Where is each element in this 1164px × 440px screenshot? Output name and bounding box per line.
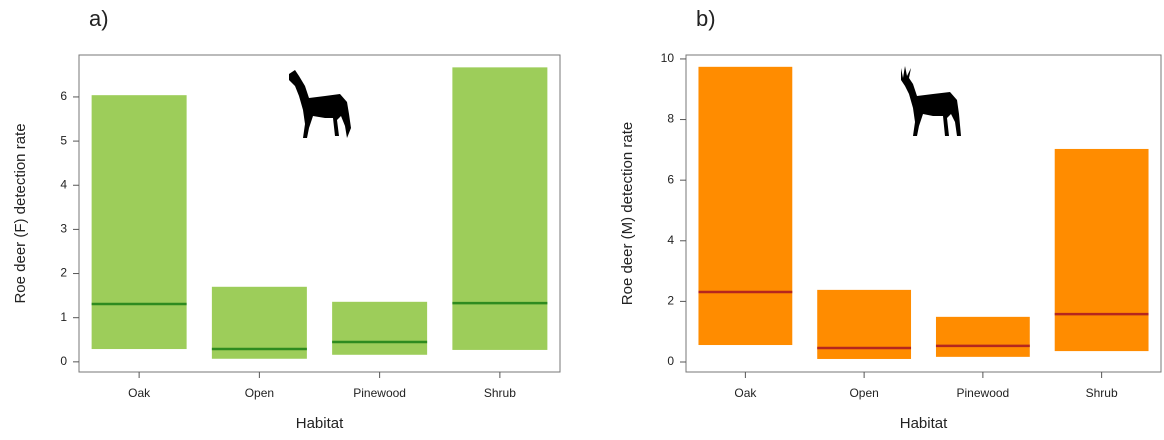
y-axis-title: Roe deer (F) detection rate <box>12 123 29 303</box>
x-tick-label: Open <box>849 386 878 400</box>
x-tick-label: Oak <box>128 386 151 400</box>
y-tick-label: 0 <box>667 354 674 368</box>
range-bar <box>452 67 547 350</box>
y-tick-label: 0 <box>60 354 67 368</box>
x-tick-label: Open <box>245 386 274 400</box>
deer-icon-male <box>901 66 961 136</box>
y-tick-label: 3 <box>60 222 67 236</box>
y-tick-label: 1 <box>60 310 67 324</box>
y-tick-label: 5 <box>60 133 67 147</box>
range-bar <box>92 95 187 349</box>
range-bar <box>936 317 1030 357</box>
x-tick-label: Oak <box>734 386 757 400</box>
range-bar <box>698 67 792 345</box>
y-tick-label: 2 <box>60 266 67 280</box>
deer-icon-female <box>289 70 351 138</box>
y-tick-label: 4 <box>60 177 67 191</box>
panel-label: b) <box>696 6 716 31</box>
x-tick-label: Pinewood <box>353 386 406 400</box>
x-tick-label: Pinewood <box>957 386 1010 400</box>
y-tick-label: 2 <box>667 294 674 308</box>
range-bar <box>332 302 427 355</box>
chart: 0 1 2 3 4 5 6 Oak Open Pinewood Shrub a) Habitat Roe … <box>0 0 1164 435</box>
x-axis-title: Habitat <box>296 415 344 432</box>
y-tick-label: 6 <box>667 172 674 186</box>
x-tick-label: Shrub <box>484 386 516 400</box>
panel-label: a) <box>89 6 109 31</box>
y-tick-label: 8 <box>667 112 674 126</box>
y-tick-label: 4 <box>667 233 674 247</box>
x-tick-label: Shrub <box>1086 386 1118 400</box>
x-axis-title: Habitat <box>900 415 948 432</box>
y-tick-label: 6 <box>60 89 67 103</box>
y-tick-label: 10 <box>661 51 675 65</box>
y-axis-title: Roe deer (M) detection rate <box>619 122 636 305</box>
range-bar <box>1055 149 1149 351</box>
